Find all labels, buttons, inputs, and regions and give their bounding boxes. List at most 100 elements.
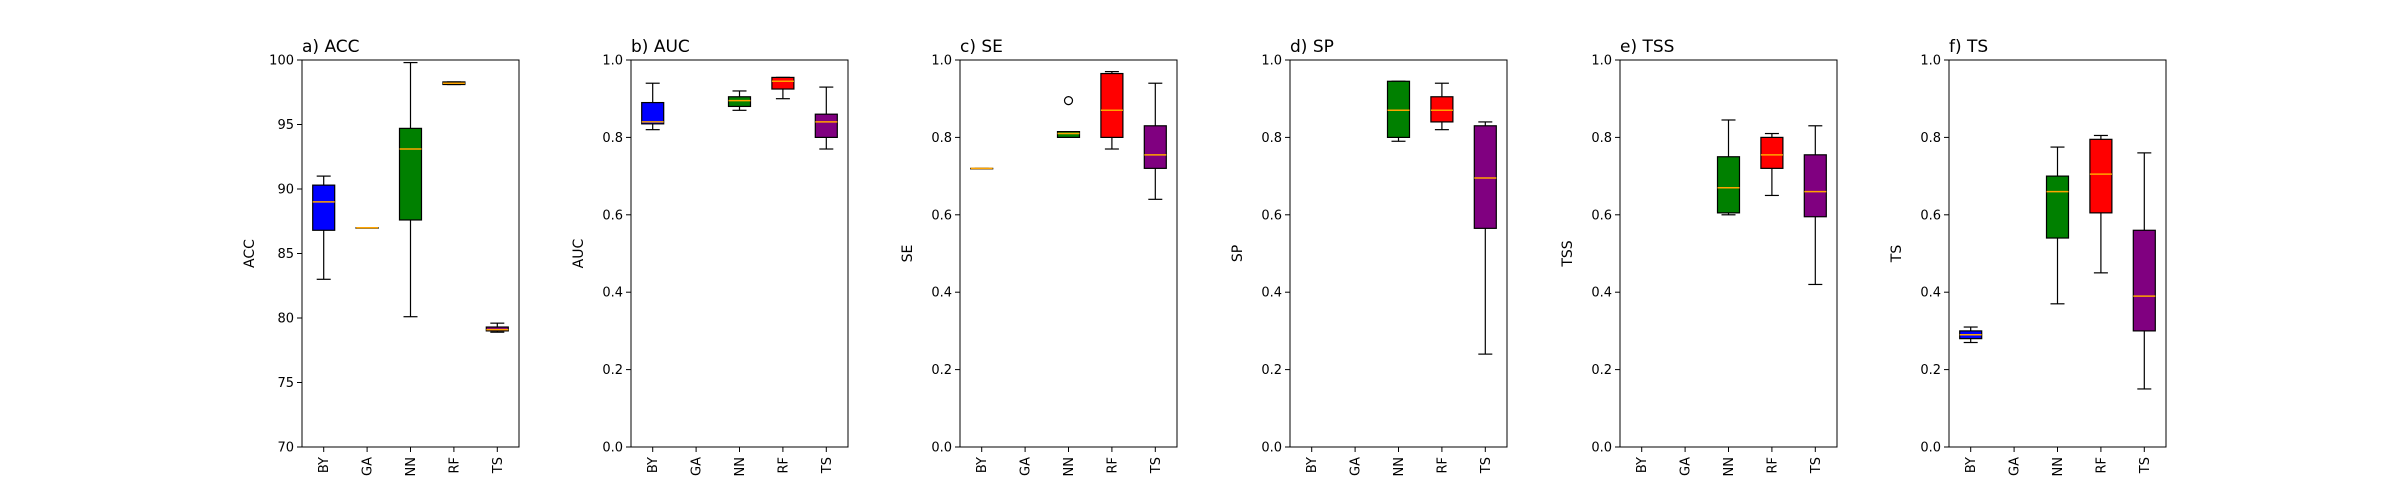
box-ts: [2132, 152, 2156, 390]
box-rf: [2089, 134, 2113, 274]
box-body: [1473, 125, 1497, 229]
y-tick-label: 75: [277, 376, 294, 391]
x-tick-label: RF: [2094, 457, 2109, 474]
y-tick-label: 0.8: [602, 131, 623, 146]
box-rf: [1430, 82, 1454, 131]
x-tick-label: GA: [690, 457, 705, 476]
y-tick-label: 1.0: [1591, 54, 1612, 69]
x-tick-label: RF: [776, 457, 791, 474]
box-body: [1430, 96, 1454, 123]
x-tick-label: RF: [1435, 457, 1450, 474]
box-body: [1100, 72, 1124, 138]
panel-title: e) TSS: [1620, 37, 1674, 57]
plot-frame: [1289, 59, 1508, 448]
y-tick-label: 1.0: [1920, 54, 1941, 69]
box-rf: [1100, 71, 1124, 150]
y-tick-label: 1.0: [602, 54, 623, 69]
y-tick-label: 70: [277, 441, 294, 456]
x-tick-label: RF: [1105, 457, 1120, 474]
panel-title: f) TS: [1949, 37, 1988, 57]
panel-3: c) SE 0.0 0.2 0.4 0.6 0.8 1.0 SE BY GA NN RF TS: [900, 37, 1178, 476]
y-tick-label: 0.0: [1591, 441, 1612, 456]
y-axis-label: TS: [1889, 245, 1905, 264]
box-nn: [1386, 80, 1411, 142]
box-body: [2045, 175, 2070, 239]
box-by: [312, 175, 336, 280]
box-body: [1760, 136, 1784, 169]
y-tick-label: 0.6: [1261, 208, 1282, 223]
box-ts: [814, 86, 838, 150]
x-tick-label: GA: [1349, 457, 1364, 476]
y-axis-label: SE: [900, 245, 916, 263]
box-body: [1803, 154, 1827, 218]
y-tick-label: 0.8: [1261, 131, 1282, 146]
panel-6: f) TS 0.0 0.2 0.4 0.6 0.8 1.0 TS BY GA NN RF TS: [1889, 37, 2167, 476]
y-tick-label: 0.2: [602, 363, 623, 378]
box-body: [1056, 130, 1081, 139]
box-body: [641, 101, 665, 125]
box-ga: [355, 226, 379, 229]
x-tick-label: GA: [1679, 457, 1694, 476]
x-tick-label: NN: [1392, 457, 1407, 476]
box-nn: [398, 61, 423, 318]
box-rf: [771, 76, 795, 100]
outlier-point: [1063, 96, 1074, 106]
box-body: [1143, 125, 1167, 169]
box-nn: [2045, 146, 2070, 305]
x-tick-label: NN: [1722, 457, 1737, 476]
y-tick-label: 100: [269, 54, 294, 69]
box-body: [2089, 138, 2113, 214]
plot-frame: [301, 59, 520, 448]
panel-4: d) SP 0.0 0.2 0.4 0.6 0.8 1.0 SP BY GA NN RF TS: [1230, 37, 1508, 476]
y-tick-label: 0.8: [1920, 131, 1941, 146]
x-tick-label: BY: [1305, 457, 1320, 473]
x-tick-label: GA: [1019, 457, 1034, 476]
box-body: [771, 76, 795, 90]
x-tick-label: BY: [646, 457, 661, 473]
x-tick-label: GA: [361, 457, 376, 476]
x-tick-label: BY: [317, 457, 332, 473]
y-tick-label: 0.4: [602, 286, 623, 301]
y-tick-label: 0.4: [1920, 286, 1941, 301]
y-axis-label: SP: [1230, 245, 1246, 262]
y-tick-label: 0.6: [931, 208, 952, 223]
box-ts: [1143, 82, 1167, 200]
box-nn: [1056, 96, 1081, 139]
y-axis-label: AUC: [571, 238, 587, 268]
plot-frame: [959, 59, 1178, 448]
y-tick-label: 1.0: [1261, 54, 1282, 69]
x-tick-label: NN: [1062, 457, 1077, 476]
x-tick-label: RF: [1765, 457, 1780, 474]
box-by: [970, 167, 994, 170]
y-tick-label: 0.6: [602, 208, 623, 223]
x-tick-label: BY: [975, 457, 990, 473]
box-ts: [485, 322, 509, 333]
panel-2: b) AUC 0.0 0.2 0.4 0.6 0.8 1.0 AUC BY GA NN RF TS: [571, 37, 849, 476]
plot-frame: [1619, 59, 1838, 448]
y-tick-label: 0.2: [1920, 363, 1941, 378]
y-tick-label: 0.0: [1261, 441, 1282, 456]
x-tick-label: GA: [2008, 457, 2023, 476]
box-ts: [1473, 121, 1497, 355]
x-tick-label: BY: [1635, 457, 1650, 473]
x-tick-label: TS: [820, 457, 835, 474]
y-tick-label: 0.2: [1261, 363, 1282, 378]
box-nn: [1716, 119, 1741, 216]
box-rf: [1760, 132, 1784, 197]
panel-5: e) TSS 0.0 0.2 0.4 0.6 0.8 1.0 TSS BY GA NN RF TS: [1560, 37, 1838, 476]
y-axis-label: ACC: [242, 239, 258, 268]
y-tick-label: 0.0: [931, 441, 952, 456]
box-body: [2132, 229, 2156, 332]
y-tick-label: 90: [277, 183, 294, 198]
panel-title: b) AUC: [631, 37, 690, 57]
box-body: [312, 184, 336, 231]
plot-frame: [1948, 59, 2167, 448]
y-tick-label: 0.2: [1591, 363, 1612, 378]
panel-title: d) SP: [1290, 37, 1334, 57]
y-tick-label: 95: [277, 118, 294, 133]
y-tick-label: 0.0: [1920, 441, 1941, 456]
x-tick-label: NN: [2051, 457, 2066, 476]
x-tick-label: TS: [1479, 457, 1494, 474]
y-tick-label: 0.0: [602, 441, 623, 456]
